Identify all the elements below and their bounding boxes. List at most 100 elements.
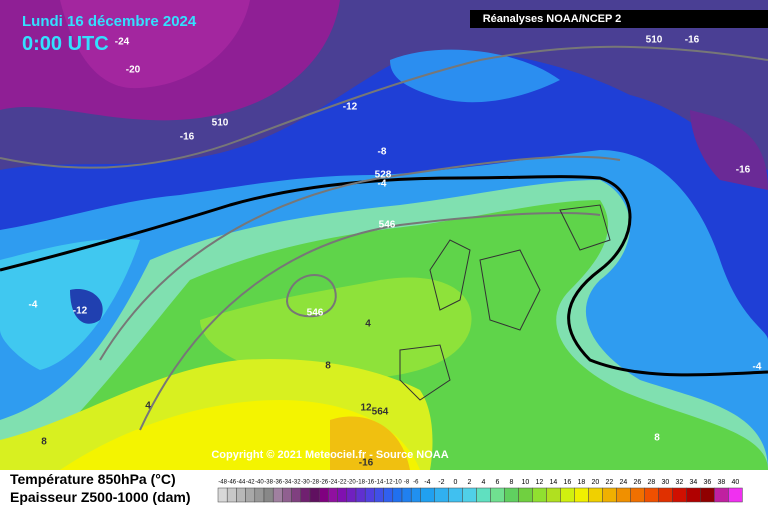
cool-area-west: [0, 239, 140, 370]
scale-swatch: [291, 487, 302, 503]
contour-label: 8: [41, 437, 47, 448]
scale-swatch: [714, 487, 729, 503]
scale-swatch: [700, 487, 715, 503]
scale-label: -12: [384, 480, 393, 486]
cold-pocket: [70, 289, 103, 324]
scale-label: -42: [246, 480, 255, 486]
scale-swatch: [263, 487, 274, 503]
scale-swatch: [374, 487, 384, 503]
contour-label: 510: [212, 118, 229, 129]
scale-swatch: [630, 487, 645, 503]
contour-label: -24: [115, 37, 130, 48]
contour-label: -16: [180, 132, 195, 143]
scale-swatch: [448, 487, 463, 503]
scale-swatch: [346, 487, 357, 503]
scale-swatch: [616, 487, 631, 503]
scale-swatch: [272, 487, 283, 503]
scale-swatch: [328, 487, 338, 503]
legend-line2: Epaisseur Z500-1000 (dam): [10, 489, 191, 505]
scale-label: -22: [338, 480, 347, 486]
contour-label: -4: [378, 179, 387, 190]
scale-swatch: [226, 487, 237, 503]
scale-label: -26: [319, 480, 328, 486]
color-scale: -48 -46 -44 -42 -40 -38 -36 -34 -32 -30 -28 -26 -24-…: [217, 479, 743, 503]
scale-label: 18: [578, 479, 586, 486]
scale-label: 26: [634, 479, 642, 486]
scale-swatch: [434, 487, 449, 503]
scale-swatch: [476, 487, 491, 503]
mid-cold-area: [390, 49, 560, 103]
hottest-area: [330, 416, 410, 470]
scale-swatch: [392, 487, 403, 503]
date: Lundi 16 décembre 2024: [22, 13, 197, 30]
contour-label: -20: [126, 65, 141, 76]
scale-label: -20: [347, 480, 356, 486]
scale-label: 30: [662, 479, 670, 486]
scale-label: -48: [218, 480, 227, 486]
contour-label: 12: [360, 403, 372, 414]
scale-label: 38: [718, 479, 726, 486]
thickness-line: [139, 212, 601, 431]
scale-swatch: [318, 487, 329, 503]
contour-label: 528: [375, 170, 392, 181]
scale-label: -32: [292, 480, 301, 486]
scale-label: -30: [301, 480, 310, 486]
thickness-line: [286, 274, 337, 318]
scale-label: -28: [310, 480, 319, 486]
scale-label: 4: [481, 479, 485, 486]
scale-label: -6: [413, 480, 419, 486]
contour-label: 564: [372, 407, 389, 418]
scale-label: -34: [283, 480, 292, 486]
scale-swatch: [337, 487, 348, 503]
scale-label: -38: [264, 480, 273, 486]
scale-swatch: [658, 487, 673, 503]
scale-swatch: [672, 487, 687, 503]
scale-swatch: [420, 487, 435, 503]
coastline: [399, 204, 611, 401]
scale-label: 28: [648, 479, 656, 486]
scale-swatch: [602, 487, 617, 503]
contour-label: 8: [654, 433, 660, 444]
zero-isotherm: [0, 175, 768, 377]
scale-swatch: [532, 487, 547, 503]
scale-label: 10: [522, 479, 530, 486]
scale-label: -16: [365, 480, 374, 486]
scale-swatch: [410, 487, 421, 503]
scale-label: -18: [356, 480, 365, 486]
scale-swatch: [686, 487, 701, 503]
scale-label: -40: [255, 480, 264, 486]
contour-label: -12: [343, 102, 358, 113]
scale-label: 24: [620, 479, 628, 486]
scale-swatch: [490, 487, 505, 503]
scale-label: 22: [606, 479, 614, 486]
cold-area-east: [690, 110, 768, 190]
scale-swatch: [355, 487, 366, 503]
scale-swatch: [504, 487, 519, 503]
scale-swatch: [644, 487, 659, 503]
scale-label: 36: [704, 479, 712, 486]
scale-swatch: [300, 487, 311, 503]
scale-swatch: [309, 487, 320, 503]
contour-label: -16: [359, 458, 374, 469]
scale-label: 14: [550, 479, 558, 486]
scale-swatch: [217, 487, 228, 503]
source: Réanalyses NOAA/NCEP 2: [483, 13, 622, 25]
scale-label: -4: [424, 479, 430, 486]
contour-label: -16: [685, 35, 700, 46]
scale-label: 16: [564, 479, 572, 486]
scale-swatch: [282, 487, 292, 503]
scale-swatch: [236, 487, 246, 503]
source-box: [470, 10, 768, 28]
time: 0:00 UTC: [22, 33, 109, 55]
scale-swatch: [462, 487, 477, 503]
contour-label: 510: [646, 35, 663, 46]
scale-label: 2: [467, 479, 471, 486]
thickness-line: [99, 155, 621, 361]
contour-label: 546: [379, 220, 396, 231]
legend-line1: Température 850hPa (°C): [10, 471, 176, 487]
scale-label: -2: [438, 479, 444, 486]
thickness-line: [0, 45, 768, 169]
scale-swatch: [245, 487, 256, 503]
